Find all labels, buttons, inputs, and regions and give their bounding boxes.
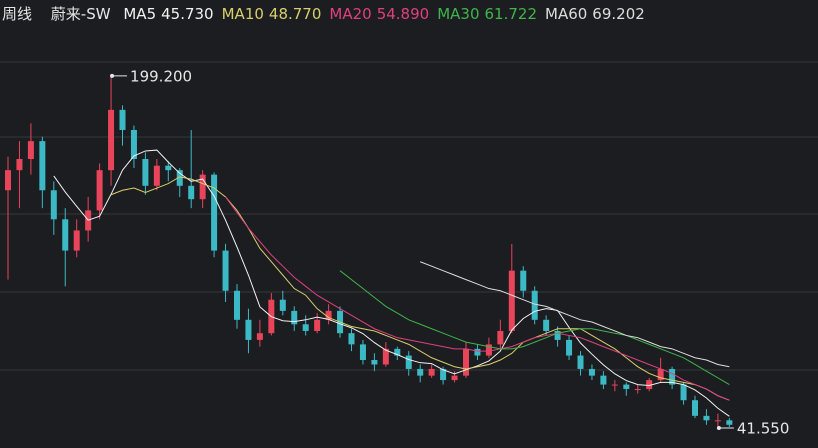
candle-body bbox=[623, 384, 630, 390]
candle-body bbox=[73, 230, 80, 251]
candle-body bbox=[108, 109, 115, 171]
candle-body bbox=[62, 219, 69, 251]
candle-body bbox=[256, 333, 263, 340]
candle-body bbox=[577, 355, 584, 369]
legend-value: 48.770 bbox=[269, 5, 322, 23]
plot: 199.200 41.550 bbox=[5, 67, 790, 438]
title: 蔚来-SW bbox=[51, 5, 111, 23]
candle-body bbox=[188, 185, 195, 200]
candle-body bbox=[50, 190, 57, 220]
candle-body bbox=[176, 170, 183, 186]
legend-value: 69.202 bbox=[592, 5, 645, 23]
candle-body bbox=[371, 360, 378, 365]
candle-body bbox=[302, 324, 309, 331]
legend-name: MA60 bbox=[545, 5, 587, 23]
candle-body bbox=[39, 141, 46, 191]
annotation-dot bbox=[716, 426, 721, 431]
candle-body bbox=[463, 348, 469, 376]
candle-body bbox=[27, 141, 34, 160]
candle-body bbox=[211, 174, 218, 251]
candle-body bbox=[359, 344, 366, 361]
legend-name: MA20 bbox=[329, 5, 371, 23]
legend-value: 54.890 bbox=[377, 5, 430, 23]
candle-body bbox=[417, 368, 424, 376]
candle-body bbox=[508, 270, 515, 331]
candle-body bbox=[440, 368, 447, 381]
annotation-label: 199.200 bbox=[130, 67, 192, 85]
candle-body bbox=[497, 330, 504, 345]
annotation-dot bbox=[110, 73, 115, 78]
candle-body bbox=[142, 159, 149, 186]
candle-body bbox=[314, 319, 321, 331]
candle-body bbox=[600, 375, 607, 385]
ma-line bbox=[420, 261, 730, 368]
legend-value: 45.730 bbox=[161, 5, 214, 23]
candle-body bbox=[291, 310, 298, 325]
candle-body bbox=[692, 400, 698, 416]
candle-body bbox=[165, 165, 172, 171]
ma-line bbox=[53, 149, 730, 417]
ma-line bbox=[110, 176, 730, 401]
candle-body bbox=[588, 368, 595, 376]
candle-body bbox=[199, 174, 206, 200]
candle-body bbox=[325, 310, 332, 320]
candle-body bbox=[554, 330, 561, 340]
candle-body bbox=[485, 344, 492, 356]
candle-body bbox=[611, 384, 618, 386]
legend-name: MA10 bbox=[222, 5, 264, 23]
period: 周线 bbox=[2, 5, 32, 23]
annotation-label: 41.550 bbox=[737, 420, 790, 438]
candle-body bbox=[474, 348, 481, 356]
candle-body bbox=[153, 165, 160, 186]
candle-body bbox=[634, 389, 641, 391]
candle-body bbox=[245, 319, 252, 340]
candle-body bbox=[222, 250, 229, 291]
candle-body bbox=[119, 109, 126, 130]
candle-body bbox=[405, 355, 412, 369]
candle-body bbox=[566, 339, 573, 356]
header: 周线 蔚来-SW MA5 45.730 MA10 48.770 MA20 54.890 MA… bbox=[2, 5, 645, 23]
legend-value: 61.722 bbox=[485, 5, 538, 23]
candle-body bbox=[451, 375, 458, 381]
candle-body bbox=[669, 368, 676, 385]
candle-body bbox=[657, 368, 664, 381]
candle-body bbox=[428, 368, 435, 376]
legend-name: MA30 bbox=[437, 5, 479, 23]
candle-body bbox=[714, 420, 721, 422]
candle-body bbox=[646, 380, 653, 390]
candle-body bbox=[279, 299, 286, 311]
candle-body bbox=[348, 333, 355, 345]
candle-body bbox=[382, 348, 389, 365]
candle-body bbox=[16, 159, 23, 171]
candle-body bbox=[130, 129, 137, 160]
candle-body bbox=[394, 348, 401, 356]
candle-body bbox=[5, 170, 11, 191]
ma-line bbox=[339, 270, 730, 386]
candle-body bbox=[703, 415, 710, 421]
ma-line bbox=[225, 196, 730, 401]
candle-body bbox=[520, 270, 527, 291]
candle-body bbox=[543, 319, 550, 331]
legend-name: MA5 bbox=[123, 5, 156, 23]
candle-body bbox=[531, 290, 538, 320]
candle-body bbox=[680, 384, 687, 401]
candle-body bbox=[726, 420, 733, 425]
candle-body bbox=[96, 170, 103, 211]
candle-body bbox=[234, 290, 240, 320]
